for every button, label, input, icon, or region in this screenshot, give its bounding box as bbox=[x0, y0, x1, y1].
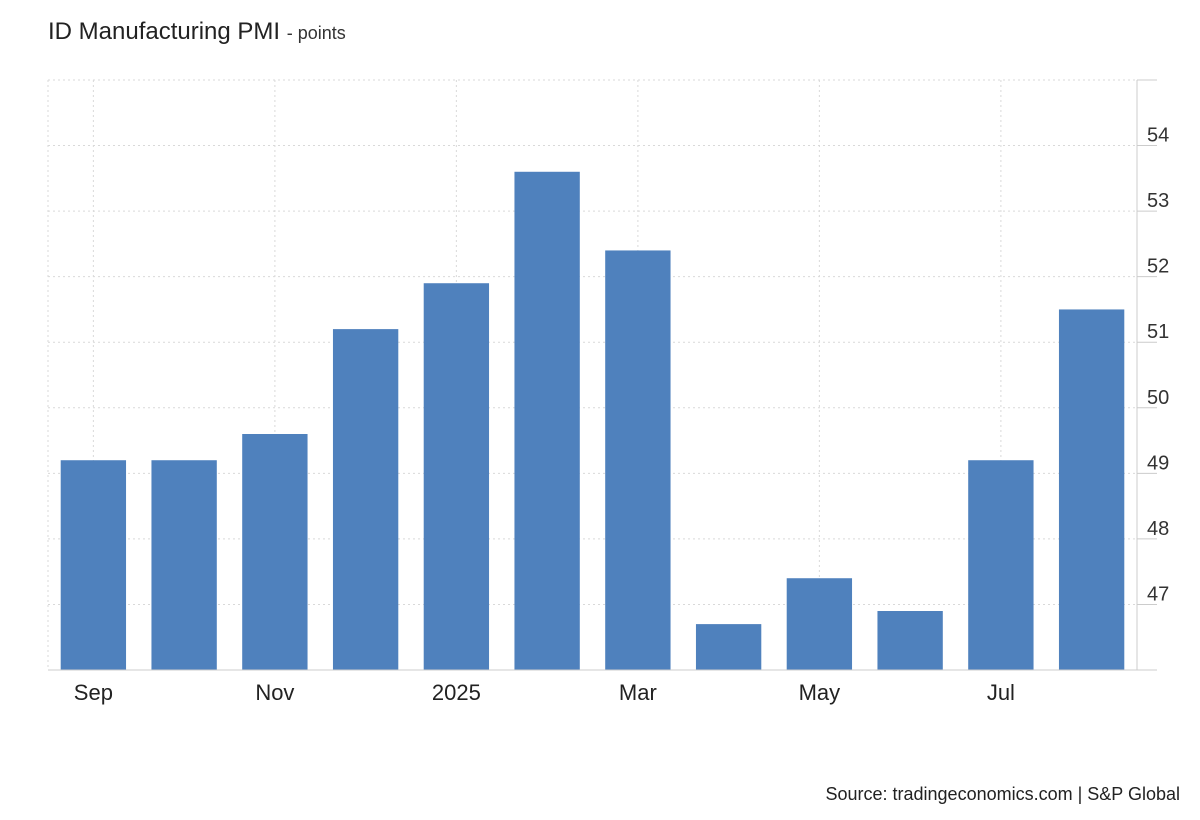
x-axis-ticks: Sep Nov 2025 Mar May Jul bbox=[74, 680, 1015, 705]
chart-unit: - points bbox=[286, 23, 346, 43]
chart-axes bbox=[48, 79, 1157, 671]
x-tick-label: Nov bbox=[255, 680, 294, 705]
bar bbox=[423, 283, 490, 670]
chart-title-text: ID Manufacturing PMI bbox=[48, 18, 281, 45]
y-tick-label: 52 bbox=[1147, 256, 1169, 278]
y-tick-label: 49 bbox=[1147, 452, 1169, 474]
y-tick-label: 48 bbox=[1147, 518, 1169, 540]
bar bbox=[695, 624, 762, 670]
x-tick-label: 2025 bbox=[432, 680, 481, 705]
chart-title: ID Manufacturing PMI - points bbox=[48, 18, 346, 46]
y-axis-ticks: 47 48 49 50 51 52 53 54 bbox=[1147, 125, 1169, 606]
x-tick-label: May bbox=[799, 680, 841, 705]
bar bbox=[786, 578, 853, 670]
bar bbox=[968, 460, 1034, 670]
source-credit: Source: tradingeconomics.com | S&P Globa… bbox=[825, 784, 1180, 804]
x-tick-label: Jul bbox=[987, 680, 1015, 705]
bar bbox=[514, 171, 580, 670]
bar bbox=[332, 329, 399, 670]
bar bbox=[1058, 309, 1125, 670]
bar bbox=[60, 460, 127, 670]
y-tick-label: 53 bbox=[1147, 190, 1169, 212]
y-tick-label: 51 bbox=[1147, 321, 1169, 343]
bar-series bbox=[60, 171, 1125, 670]
y-tick-label: 50 bbox=[1147, 387, 1169, 409]
x-tick-label: Sep bbox=[74, 680, 113, 705]
bar bbox=[151, 460, 217, 670]
bar bbox=[877, 611, 943, 670]
bar bbox=[605, 250, 671, 670]
y-tick-label: 54 bbox=[1147, 125, 1169, 147]
y-tick-label: 47 bbox=[1147, 583, 1169, 605]
bar bbox=[242, 434, 308, 670]
x-tick-label: Mar bbox=[619, 680, 657, 705]
